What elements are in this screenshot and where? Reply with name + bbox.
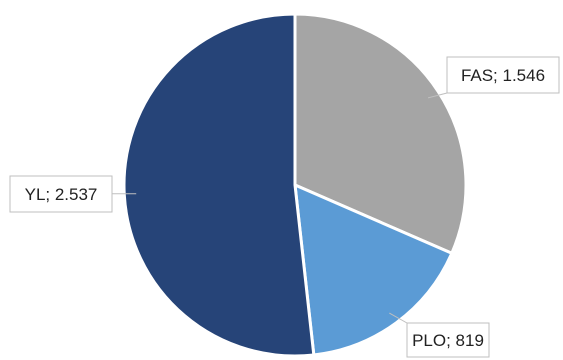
data-label-text-yl: YL; 2.537 xyxy=(25,185,98,204)
leader-lines xyxy=(112,92,448,324)
data-label-box-fas xyxy=(446,56,560,94)
pie-slice-yl xyxy=(122,12,316,358)
pie-slice-plo xyxy=(293,183,454,357)
data-label-box-yl xyxy=(9,175,113,213)
data-label-plo: PLO; 819 xyxy=(406,322,490,358)
data-label-fas: FAS; 1.546 xyxy=(446,56,560,94)
pie-slice-fas xyxy=(293,12,468,255)
data-label-text-plo: PLO; 819 xyxy=(412,331,484,350)
data-label-text-fas: FAS; 1.546 xyxy=(461,66,545,85)
pie-slices xyxy=(122,12,468,358)
leader-line-fas xyxy=(427,92,448,99)
leader-line-plo xyxy=(389,312,408,324)
data-label-box-plo xyxy=(406,322,490,358)
data-label-callouts: FAS; 1.546 PLO; 819 YL; 2.537 xyxy=(9,56,560,358)
data-label-yl: YL; 2.537 xyxy=(9,175,113,213)
